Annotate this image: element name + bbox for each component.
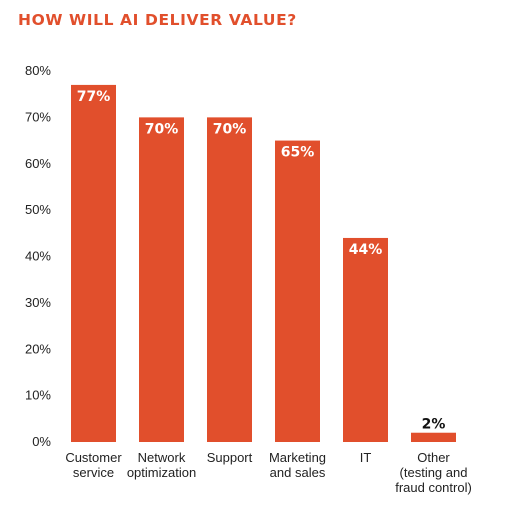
y-tick-label: 70% bbox=[25, 109, 51, 124]
y-tick-label: 20% bbox=[25, 341, 51, 356]
bars bbox=[71, 84, 456, 442]
x-category-label-line: IT bbox=[360, 450, 372, 465]
x-category-label: Support bbox=[207, 450, 253, 465]
data-label: 44% bbox=[349, 242, 383, 258]
y-tick-label: 60% bbox=[25, 156, 51, 171]
bar bbox=[343, 237, 388, 442]
y-axis-ticks: 0% 10% 20% 30% 40% 50% 60% 70% 80% bbox=[25, 63, 51, 449]
y-tick-label: 40% bbox=[25, 249, 51, 264]
chart-title: HOW WILL AI DELIVER VALUE? bbox=[18, 11, 297, 29]
bar bbox=[71, 84, 116, 442]
data-label: 77% bbox=[77, 89, 111, 105]
x-category-label-line: Support bbox=[207, 450, 253, 465]
x-category-label-line: (testing and bbox=[400, 465, 468, 480]
bar bbox=[411, 432, 456, 442]
data-label: 65% bbox=[281, 145, 315, 161]
x-category-label: Other (testing and fraud control) bbox=[395, 450, 472, 495]
bar bbox=[139, 117, 184, 442]
bar bbox=[207, 117, 252, 442]
bar bbox=[275, 140, 320, 442]
data-label: 2% bbox=[422, 417, 446, 433]
x-category-label: Marketing and sales bbox=[269, 450, 326, 480]
x-category-label-line: fraud control) bbox=[395, 480, 472, 495]
data-labels: 77% 70% 70% 65% 44% 2% bbox=[77, 89, 446, 433]
data-label: 70% bbox=[145, 121, 179, 137]
x-category-label-line: Customer bbox=[65, 450, 122, 465]
x-category-label-line: optimization bbox=[127, 465, 196, 480]
x-category-label: Customer service bbox=[65, 450, 122, 480]
data-label: 70% bbox=[213, 121, 247, 137]
y-tick-label: 30% bbox=[25, 295, 51, 310]
y-tick-label: 10% bbox=[25, 388, 51, 403]
x-category-label-line: Network bbox=[138, 450, 186, 465]
x-category-label: IT bbox=[360, 450, 372, 465]
x-category-label-line: Other bbox=[417, 450, 450, 465]
y-tick-label: 0% bbox=[32, 434, 51, 449]
x-category-label-line: service bbox=[73, 465, 114, 480]
y-tick-label: 80% bbox=[25, 63, 51, 78]
y-tick-label: 50% bbox=[25, 202, 51, 217]
x-category-label-line: Marketing bbox=[269, 450, 326, 465]
x-category-label: Network optimization bbox=[127, 450, 196, 480]
x-category-label-line: and sales bbox=[270, 465, 326, 480]
